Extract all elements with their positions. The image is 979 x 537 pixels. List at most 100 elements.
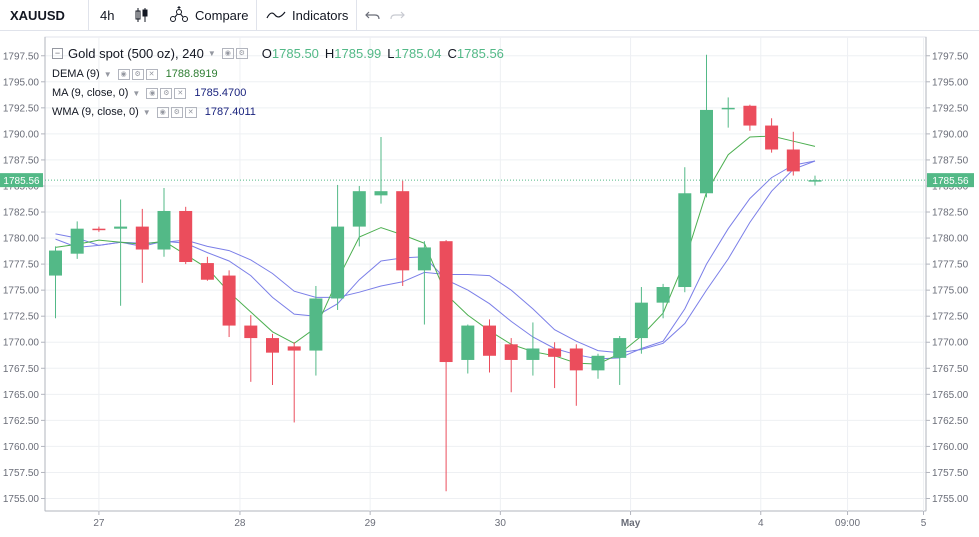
price-tick-label: 1765.00 bbox=[932, 390, 969, 401]
toolbar-divider bbox=[88, 0, 89, 30]
open-key: O bbox=[261, 46, 272, 61]
price-tick-label: 1775.00 bbox=[932, 286, 969, 297]
candle-body bbox=[765, 125, 779, 150]
redo-button[interactable] bbox=[388, 0, 406, 30]
settings-icon[interactable]: ⚙ bbox=[131, 68, 144, 80]
candle-body bbox=[92, 228, 106, 231]
settings-icon[interactable]: ⚙ bbox=[170, 106, 183, 118]
redo-icon bbox=[390, 11, 405, 20]
indicator-controls: ◉ ⚙ ✕ bbox=[156, 106, 199, 118]
toolbar-divider bbox=[256, 0, 257, 30]
candle-body bbox=[179, 210, 193, 263]
price-tick-label: 1757.50 bbox=[3, 468, 40, 479]
last-price-label: 1785.56 bbox=[3, 176, 40, 187]
close-icon[interactable]: ✕ bbox=[184, 106, 197, 118]
candle-body bbox=[721, 107, 735, 110]
candle-body bbox=[591, 355, 605, 371]
price-tick-label: 1767.50 bbox=[932, 364, 969, 375]
visibility-icon[interactable]: ◉ bbox=[156, 106, 169, 118]
candle-body bbox=[700, 109, 713, 194]
candle-body bbox=[244, 325, 258, 339]
indicator-name[interactable]: DEMA (9) bbox=[52, 68, 100, 80]
price-tick-label: 1762.50 bbox=[932, 416, 969, 427]
price-tick-label: 1775.00 bbox=[3, 286, 40, 297]
candle-body bbox=[157, 210, 171, 250]
top-toolbar: XAUUSD 4h Compare Indicators bbox=[0, 0, 979, 31]
close-icon[interactable]: ✕ bbox=[174, 87, 187, 99]
undo-button[interactable] bbox=[364, 0, 382, 30]
symbol-search[interactable]: XAUUSD bbox=[10, 0, 65, 30]
price-chart[interactable]: 1797.50 1795.00 1792.50 1790.00 1787.50 1785.… bbox=[0, 31, 979, 532]
time-tick-label: 30 bbox=[495, 518, 507, 529]
low-key: L bbox=[387, 46, 395, 61]
chart-style-button[interactable] bbox=[133, 0, 151, 30]
chevron-down-icon[interactable]: ▼ bbox=[132, 88, 141, 98]
candle-body bbox=[331, 226, 345, 299]
candle-body bbox=[656, 287, 670, 303]
indicator-controls: ◉ ⚙ ✕ bbox=[117, 68, 160, 80]
candle-body bbox=[786, 149, 800, 172]
price-tick-label: 1780.00 bbox=[932, 234, 969, 245]
interval-label: 4h bbox=[100, 7, 115, 23]
candle-body bbox=[114, 226, 128, 229]
price-tick-label: 1792.50 bbox=[932, 103, 969, 114]
candle-body bbox=[417, 247, 431, 271]
indicator-name[interactable]: MA (9, close, 0) bbox=[52, 87, 129, 99]
indicator-legend-ma: MA (9, close, 0) ▼ ◉ ⚙ ✕ 1785.4700 bbox=[52, 87, 246, 99]
open-value: 1785.50 bbox=[271, 46, 319, 61]
last-price-badge-left bbox=[0, 173, 43, 188]
symbol-label: XAUUSD bbox=[10, 7, 65, 23]
candle-body bbox=[678, 193, 692, 288]
time-tick-label: 28 bbox=[234, 518, 246, 529]
price-tick-label: 1770.00 bbox=[3, 338, 40, 349]
high-key: H bbox=[324, 46, 335, 61]
price-tick-label: 1782.50 bbox=[3, 208, 40, 219]
visibility-icon[interactable]: ◉ bbox=[117, 68, 130, 80]
series-controls: ◉ ⚙ bbox=[221, 48, 250, 59]
candle-body bbox=[569, 348, 583, 371]
settings-icon[interactable]: ⚙ bbox=[160, 87, 173, 99]
price-tick-label: 1795.00 bbox=[932, 77, 969, 88]
indicator-name[interactable]: WMA (9, close, 0) bbox=[52, 106, 139, 118]
compare-button[interactable]: Compare bbox=[168, 0, 248, 30]
visibility-icon[interactable]: ◉ bbox=[221, 48, 234, 59]
settings-icon[interactable]: ⚙ bbox=[235, 48, 248, 59]
chevron-down-icon[interactable]: ▼ bbox=[103, 69, 112, 79]
visibility-icon[interactable]: ◉ bbox=[146, 87, 159, 99]
series-minimize-icon[interactable]: − bbox=[52, 48, 63, 59]
undo-icon bbox=[365, 11, 380, 20]
last-price-label: 1785.56 bbox=[932, 176, 969, 187]
compare-icon bbox=[170, 6, 188, 22]
candle-body bbox=[483, 325, 496, 356]
time-tick-label: 5 bbox=[921, 518, 927, 529]
price-tick-label: 1772.50 bbox=[3, 312, 40, 323]
price-tick-label: 1762.50 bbox=[3, 416, 40, 427]
candlestick-icon bbox=[135, 8, 148, 22]
price-tick-label: 1795.00 bbox=[3, 77, 40, 88]
price-tick-label: 1782.50 bbox=[932, 208, 969, 219]
candles bbox=[49, 54, 822, 492]
time-axis: 27 28 29 30 May 4 09:00 5 bbox=[93, 511, 927, 529]
candle-body bbox=[396, 191, 410, 271]
candle-body bbox=[613, 338, 627, 358]
time-tick-label: 29 bbox=[365, 518, 377, 529]
indicator-legend-dema: DEMA (9) ▼ ◉ ⚙ ✕ 1788.8919 bbox=[52, 68, 218, 80]
close-icon[interactable]: ✕ bbox=[145, 68, 158, 80]
close-key: C bbox=[447, 46, 457, 61]
candle-body bbox=[374, 191, 388, 196]
price-tick-label: 1760.00 bbox=[932, 442, 969, 453]
left-price-axis: 1797.50 1795.00 1792.50 1790.00 1787.50 1785.… bbox=[3, 37, 46, 511]
toolbar-divider bbox=[356, 0, 357, 30]
indicators-button[interactable]: Indicators bbox=[266, 0, 348, 30]
last-price-badge-right bbox=[927, 173, 974, 188]
indicator-legend-wma: WMA (9, close, 0) ▼ ◉ ⚙ ✕ 1787.4011 bbox=[52, 106, 256, 118]
candle-body bbox=[222, 275, 236, 326]
close-value: 1785.56 bbox=[456, 46, 504, 61]
candle-body bbox=[461, 325, 475, 360]
chevron-down-icon[interactable]: ▼ bbox=[142, 107, 151, 117]
price-tick-label: 1770.00 bbox=[932, 338, 969, 349]
chevron-down-icon[interactable]: ▼ bbox=[207, 49, 216, 58]
chart-area[interactable]: 1797.50 1795.00 1792.50 1790.00 1787.50 1785.… bbox=[0, 31, 979, 532]
interval-button[interactable]: 4h bbox=[100, 0, 114, 30]
price-tick-label: 1760.00 bbox=[3, 442, 40, 453]
